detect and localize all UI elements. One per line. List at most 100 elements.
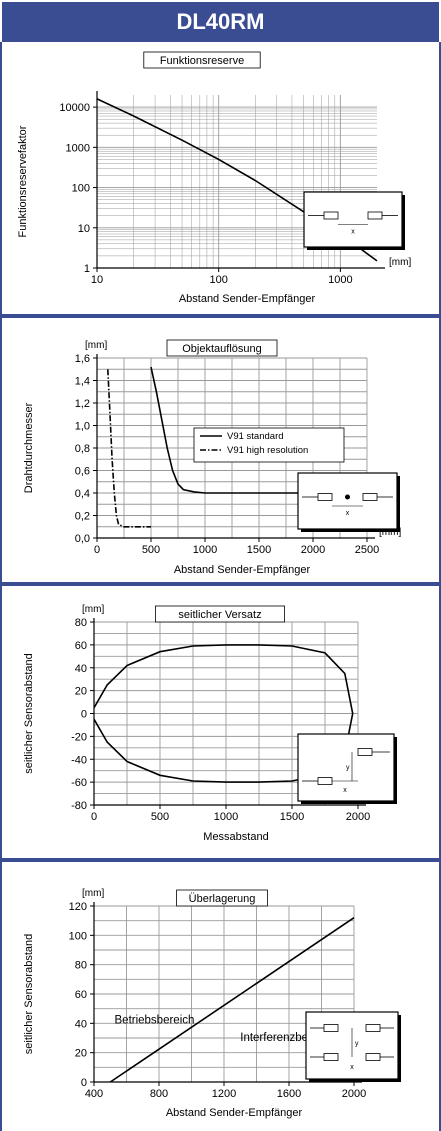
y-tick-label: 0,6 [75, 466, 90, 478]
chart-title: Funktionsreserve [160, 55, 244, 67]
x-tick-label: 100 [210, 274, 228, 286]
series-line-0 [94, 644, 354, 783]
chart-title: seitlicher Versatz [178, 609, 261, 621]
object-dot-icon [345, 494, 350, 500]
y-tick-label: 20 [75, 1048, 87, 1060]
chart-panel-funktionsreserve: 10 100 1000 1 10 100 1000 10000 [mm] Abstand Send… [2, 42, 439, 314]
y-tick-label: -40 [71, 754, 87, 766]
x-tick-label: 10 [91, 274, 103, 286]
y-tick-label: 40 [75, 663, 87, 675]
y-tick-label: 0,4 [75, 488, 90, 500]
chart-ueberlagerung: 400800120016002000020406080100120[mm][mm… [23, 888, 401, 1119]
y-tick-label: 0,2 [75, 511, 90, 523]
x-tick-label: 500 [142, 544, 160, 556]
page-title: DL40RM [2, 2, 439, 42]
series-line-0 [109, 917, 355, 1083]
receiver-box [365, 1053, 381, 1061]
chart-title-box [166, 339, 278, 357]
x-axis-label: Abstand Sender-Empfänger [166, 1107, 303, 1119]
y-axis-unit: [mm] [85, 340, 107, 351]
x-tick-label: 500 [151, 811, 169, 823]
inset-shadow-bottom [309, 1079, 401, 1082]
y-tick-label: 80 [75, 617, 87, 629]
chart-seitlicher-versatz: 0 500 1000 1500 2000 -80 -60 -40 -20 0 20 40 60 80 [mm… [23, 604, 397, 843]
dimension-x-icon: x [346, 510, 350, 517]
x-tick-label: 1500 [247, 544, 271, 556]
dimension-x-icon: x [343, 787, 347, 794]
y-tick-label: 1000 [66, 142, 90, 154]
x-tick-label: 1200 [212, 1088, 236, 1100]
x-axis-unit: [mm] [379, 527, 401, 538]
inset-shadow-bottom [307, 247, 405, 250]
receiver-box [367, 211, 383, 220]
dimension-y-icon: y [355, 1041, 359, 1048]
x-tick-label: 2000 [301, 544, 325, 556]
annotation-label: Betriebsbereich [115, 1014, 195, 1026]
sender-box [317, 777, 333, 785]
sender-box [317, 493, 333, 501]
chart-title-box [143, 51, 261, 69]
divider [2, 582, 439, 586]
inset-shadow-bottom [301, 801, 397, 804]
x-tick-label: 800 [150, 1088, 168, 1100]
x-tick-label: 2500 [355, 544, 379, 556]
x-axis-label: Abstand Sender-Empfänger [174, 564, 311, 576]
y-axis-label: Drahtdurchmesser [23, 402, 35, 493]
y-tick-label: -20 [71, 731, 87, 743]
x-tick-label: 1000 [328, 274, 352, 286]
divider [2, 314, 439, 318]
y-tick-label: 20 [75, 686, 87, 698]
chart-title-box [176, 889, 268, 907]
series-line-1 [107, 369, 151, 528]
inset-frame [297, 472, 398, 530]
chart-panel-seitlicher-versatz: 0 500 1000 1500 2000 -80 -60 -40 -20 0 20 40 60 80 [mm… [2, 586, 439, 858]
legend-label-1: V91 high resolution [227, 445, 308, 456]
x-tick-label: 2000 [342, 1088, 366, 1100]
chart-title-box [154, 605, 285, 623]
series-line-0 [150, 366, 346, 494]
y-tick-label: 60 [75, 640, 87, 652]
sensor-schematic-icon: yx [305, 1011, 401, 1082]
y-tick-label: 80 [75, 960, 87, 972]
legend-label-0: V91 standard [227, 431, 284, 442]
chart-panel-ueberlagerung: 400800120016002000020406080100120[mm][mm… [2, 862, 439, 1131]
sensor-schematic-icon: yx [297, 733, 397, 804]
sensor-schematic-icon: x [297, 472, 400, 532]
dimension-x-icon: x [350, 1064, 354, 1071]
y-tick-label: 0,8 [75, 443, 90, 455]
inset-shadow-bottom [301, 529, 400, 532]
right-border [439, 42, 441, 1131]
y-axis-label: Funktionsreservefaktor [17, 125, 29, 237]
y-tick-label: 60 [75, 989, 87, 1001]
x-tick-label: 1000 [214, 811, 238, 823]
x-tick-label: 0 [94, 544, 100, 556]
x-axis-unit: [mm] [389, 257, 411, 268]
sender-box [323, 1024, 339, 1032]
x-axis-label: Abstand Sender-Empfänger [179, 293, 316, 305]
sender-box [323, 211, 339, 220]
left-border [0, 42, 2, 1131]
dimension-x-icon: x [351, 229, 355, 236]
y-tick-label: 10 [78, 223, 90, 235]
receiver-box [357, 748, 373, 756]
chart-title: Überlagerung [189, 893, 256, 905]
y-tick-label: 1,6 [75, 353, 90, 365]
y-axis-label: seitlicher Sensorabstand [23, 934, 35, 1054]
y-tick-label: 100 [72, 183, 90, 195]
y-axis-unit: [mm] [82, 888, 104, 899]
divider [2, 858, 439, 862]
y-axis-label: seitlicher Sensorabstand [23, 653, 35, 773]
dimension-y-icon: y [346, 765, 350, 772]
y-tick-label: 1,2 [75, 398, 90, 410]
y-tick-label: 0 [81, 1077, 87, 1089]
x-tick-label: 400 [85, 1088, 103, 1100]
y-axis-unit: [mm] [82, 604, 104, 615]
y-tick-label: -60 [71, 777, 87, 789]
chart-panel-objektaufloesung: 0 500 1000 1500 2000 2500 0,0 0,2 0,4 0,6 0,8 1,0 1,… [2, 318, 439, 582]
legend-box [193, 427, 345, 463]
x-tick-label: 0 [91, 811, 97, 823]
y-tick-label: 40 [75, 1018, 87, 1030]
x-tick-label: 1000 [193, 544, 217, 556]
sender-box [323, 1053, 339, 1061]
